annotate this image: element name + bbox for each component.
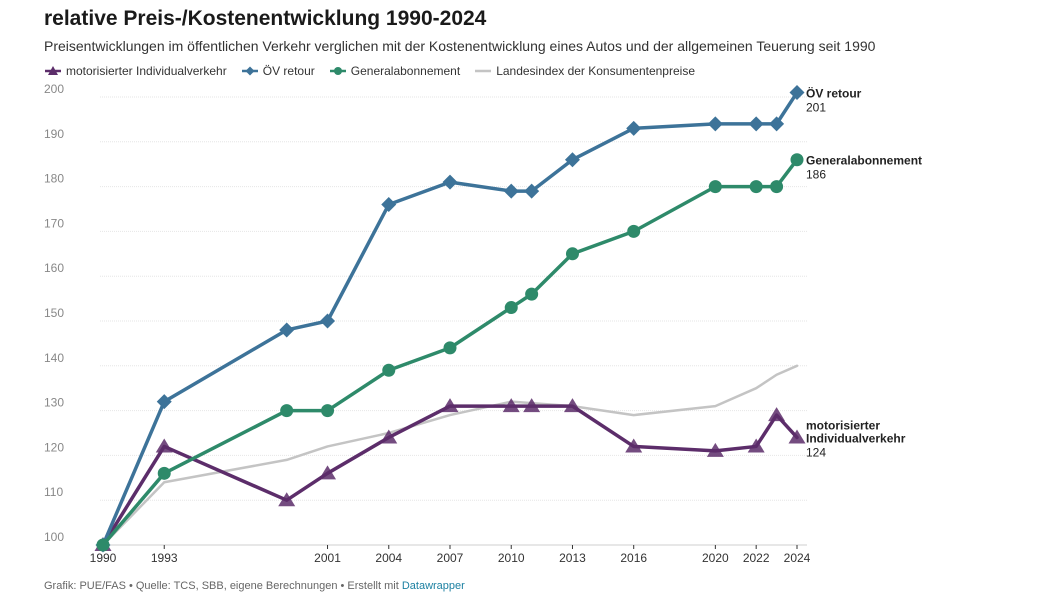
series-line [101,157,799,547]
legend-item-motorisierter-individualverkehr: motorisierter Individualverkehr [44,64,227,78]
x-tick-label: 2020 [702,551,729,565]
y-tick-label: 130 [44,396,64,410]
data-point [747,438,765,453]
y-tick-label: 110 [44,485,63,499]
data-point [280,404,294,418]
legend-item-generalabonnement: Generalabonnement [329,64,460,78]
series-ov-retour [95,85,805,553]
data-point [155,438,173,453]
data-point [626,120,642,136]
x-tick-label: 2010 [498,551,525,565]
data-point [707,116,723,132]
x-tick-label: 1993 [151,551,178,565]
y-tick-label: 200 [44,82,64,96]
data-point [380,429,398,444]
end-label-name: Individualverkehr [806,431,906,445]
data-point [321,404,335,418]
x-tick-label: 2022 [743,551,770,565]
y-tick-label: 120 [44,440,64,454]
x-tick-label: 2001 [314,551,341,565]
y-tick-label: 170 [44,216,64,230]
legend-swatch [45,66,61,75]
chart-title: relative Preis-/Kostenentwicklung 1990-2… [44,7,487,30]
legend-label: Landesindex der Konsumentenpreise [496,64,695,78]
x-tick-label: 2016 [620,551,647,565]
series-generalabonnement [96,153,804,552]
data-point [443,341,457,355]
data-point [503,183,519,199]
data-point [769,116,785,132]
footer-text: Grafik: PUE/FAS • Quelle: TCS, SBB, eige… [44,580,402,592]
data-point [96,538,110,552]
end-label-value: 201 [806,101,826,115]
chart-footer: Grafik: PUE/FAS • Quelle: TCS, SBB, eige… [44,580,465,592]
legend-label: motorisierter Individualverkehr [66,64,227,78]
data-point [525,287,539,301]
end-label-name: motorisierter [806,418,880,432]
series-line [101,90,799,547]
y-tick-label: 150 [44,306,64,320]
data-point [625,438,643,453]
data-point [706,442,724,457]
legend-marker [333,67,342,75]
legend-item-ov-retour: ÖV retour [241,64,315,78]
data-point [563,398,581,413]
data-point [748,116,764,132]
data-point [279,322,295,338]
data-point [502,398,520,413]
data-point [565,247,579,261]
legend-marker [245,66,255,76]
y-tick-label: 190 [44,127,64,141]
end-label-value: 124 [806,445,826,459]
x-tick-label: 2004 [375,551,402,565]
data-point [749,180,763,194]
series-line [101,404,799,547]
legend-marker [48,66,58,75]
data-point [320,313,336,329]
x-tick-label: 1990 [90,551,117,565]
data-point [382,363,396,377]
data-point [708,180,722,194]
legend-swatch [241,66,258,76]
data-point [627,224,641,238]
data-point [278,492,296,507]
x-tick-label: 2024 [784,551,811,565]
y-tick-label: 160 [44,261,64,275]
chart-subtitle: Preisentwicklungen im öffentlichen Verke… [44,38,876,54]
data-point [504,301,518,315]
data-point [442,174,458,190]
legend-swatch [475,69,492,73]
end-label-name: Generalabonnement [806,154,922,168]
data-point [319,465,337,480]
y-tick-label: 180 [44,172,64,186]
y-tick-label: 140 [44,351,64,365]
data-point [768,407,786,422]
data-point [381,197,397,213]
x-tick-label: 2007 [437,551,464,565]
legend-label: ÖV retour [262,64,315,78]
data-point [790,153,804,167]
data-point [157,466,171,480]
data-point [564,152,580,168]
legend-item-landesindex-der-konsumentenpreise: Landesindex der Konsumentenpreise [474,64,695,78]
data-point [770,180,784,194]
y-tick-label: 100 [44,530,64,544]
end-label-name: ÖV retour [806,86,862,101]
footer-brand-link[interactable]: Datawrapper [401,580,465,592]
legend-label: Generalabonnement [350,64,461,78]
x-tick-label: 2013 [559,551,586,565]
chart-legend: motorisierter Individualverkehr ÖV retour… [44,64,695,78]
data-point [788,429,806,444]
data-point [523,398,541,413]
series-motorisierter-individualverkehr [94,398,806,551]
data-point [524,183,540,199]
legend-swatch [329,67,346,75]
end-label-value: 186 [806,168,826,182]
data-point [789,85,805,101]
data-point [156,394,172,410]
data-point [441,398,459,413]
